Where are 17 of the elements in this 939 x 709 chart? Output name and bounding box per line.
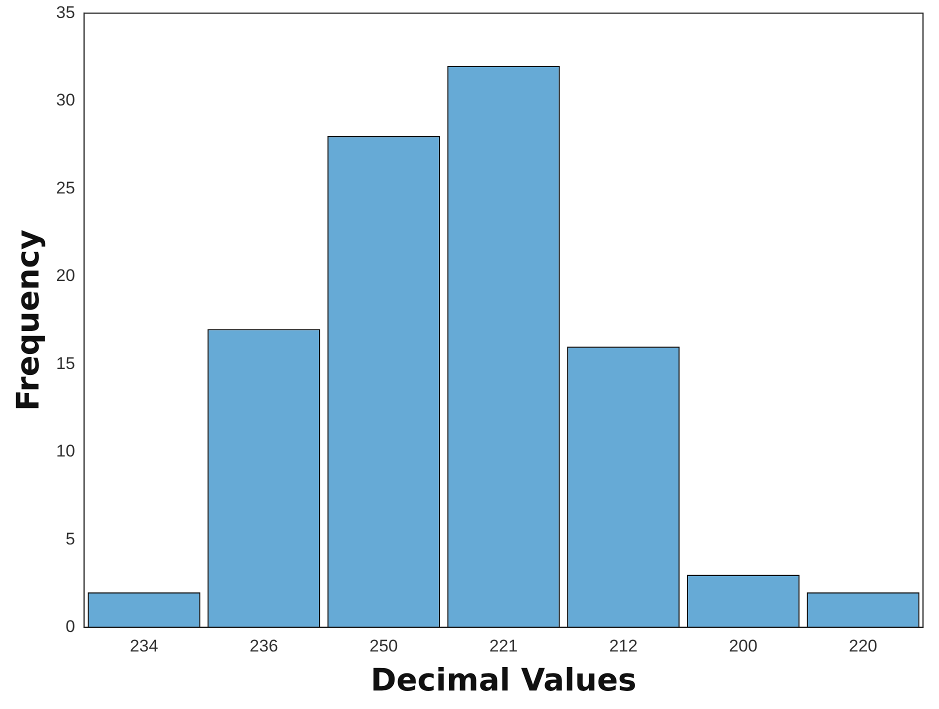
x-tick-label: 221: [489, 636, 518, 656]
y-tick-label: 15: [56, 354, 76, 373]
y-tick-label: 10: [56, 442, 76, 461]
y-tick-label: 0: [66, 617, 76, 636]
x-tick-label: 234: [130, 636, 158, 656]
x-tick-label: 250: [370, 636, 398, 656]
y-tick-label: 30: [56, 90, 76, 110]
y-tick-label: 35: [56, 2, 76, 22]
y-tick-label: 20: [56, 266, 76, 286]
x-tick-label: 200: [729, 636, 758, 656]
x-tick-label: 212: [609, 636, 638, 656]
y-tick-label: 5: [66, 529, 76, 548]
x-tick-label: 220: [848, 636, 878, 656]
x-axis-title: Decimal Values: [370, 662, 636, 698]
y-axis-title: Frequency: [10, 230, 47, 412]
x-tick-label: 236: [250, 636, 278, 656]
y-tick-label: 25: [56, 178, 76, 198]
